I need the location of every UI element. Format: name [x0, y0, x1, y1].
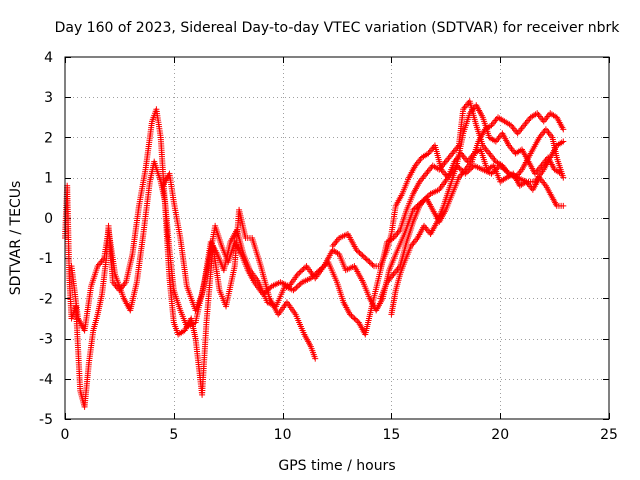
data-point-interp [369, 261, 376, 268]
data-point-interp [294, 283, 301, 290]
y-tick-label: -1 [39, 251, 53, 267]
data-point-interp [261, 289, 268, 296]
data-point-interp [297, 268, 304, 275]
data-point-interp [349, 314, 356, 321]
data-point-interp [262, 288, 269, 295]
x-tick-label: 15 [382, 427, 400, 443]
x-tick-label: 0 [61, 427, 70, 443]
y-axis-label: SDTVAR / TECUs [8, 181, 24, 296]
data-point-interp [503, 167, 510, 174]
data-point-interp [299, 267, 306, 274]
data-point [294, 271, 301, 278]
data-point [347, 311, 354, 318]
data-point-interp [352, 316, 359, 323]
data-point-interp [300, 265, 307, 272]
data-point-interp [426, 192, 433, 199]
data-point-interp [357, 251, 364, 258]
data-point-interp [264, 287, 271, 294]
data-point [560, 174, 567, 181]
data-point-interp [267, 284, 274, 291]
x-axis-label: GPS time / hours [278, 458, 395, 474]
y-tick-label: 2 [44, 130, 53, 146]
x-tick-label: 5 [169, 427, 178, 443]
data-point [312, 355, 319, 362]
data-point-interp [348, 312, 355, 319]
series-3 [159, 138, 567, 314]
series-4 [329, 142, 567, 270]
data-point [560, 138, 567, 145]
data-point [560, 202, 567, 209]
x-tick-label: 25 [600, 427, 618, 443]
data-point [290, 287, 297, 294]
y-tick-label: -2 [39, 291, 53, 307]
data-point-interp [291, 285, 298, 292]
y-tick-label: 3 [44, 90, 53, 106]
data-point-interp [504, 169, 511, 176]
data-point [497, 162, 504, 169]
axis-ticks: 0 5 10 15 20 25 -5 -4 -3 -2 -1 0 1 2 3 4 [39, 50, 618, 443]
series-2 [68, 98, 567, 338]
y-tick-label: 0 [44, 211, 53, 227]
data-point-interp [360, 253, 367, 260]
x-tick-label: 20 [491, 427, 509, 443]
data-point-interp [366, 259, 373, 266]
y-tick-label: -4 [39, 372, 53, 388]
data-point-interp [293, 284, 300, 291]
data-point-interp [368, 260, 375, 267]
data-point [558, 170, 565, 177]
data-point-interp [456, 165, 463, 172]
data-point-interp [297, 280, 304, 287]
data-point [260, 291, 267, 298]
data-point-interp [363, 256, 370, 263]
y-tick-label: -5 [39, 412, 53, 428]
series-1 [62, 106, 319, 410]
x-tick-label: 10 [274, 427, 292, 443]
data-point-interp [355, 248, 362, 255]
y-tick-label: 4 [44, 50, 53, 66]
chart-title: Day 160 of 2023, Sidereal Day-to-day VTE… [55, 20, 621, 36]
series-6 [388, 102, 565, 318]
data-point-interp [498, 163, 505, 170]
data-point [560, 126, 567, 133]
data-point-interp [365, 257, 372, 264]
data-point [488, 170, 495, 177]
data-point-interp [296, 269, 303, 276]
data-point [353, 247, 360, 254]
data-point-interp [501, 166, 508, 173]
plot-frame [64, 56, 610, 420]
data-point-interp [354, 318, 361, 325]
data-points [62, 98, 567, 410]
series-5 [377, 110, 567, 302]
data-point-interp [411, 205, 418, 212]
data-point-interp [265, 285, 272, 292]
data-point-interp [359, 252, 366, 259]
data-point-interp [356, 249, 363, 256]
y-tick-label: 1 [44, 171, 53, 187]
y-tick-label: -3 [39, 332, 53, 348]
data-point-interp [351, 315, 358, 322]
data-point-interp [296, 281, 303, 288]
data-point [362, 255, 369, 262]
data-point-interp [500, 165, 507, 172]
